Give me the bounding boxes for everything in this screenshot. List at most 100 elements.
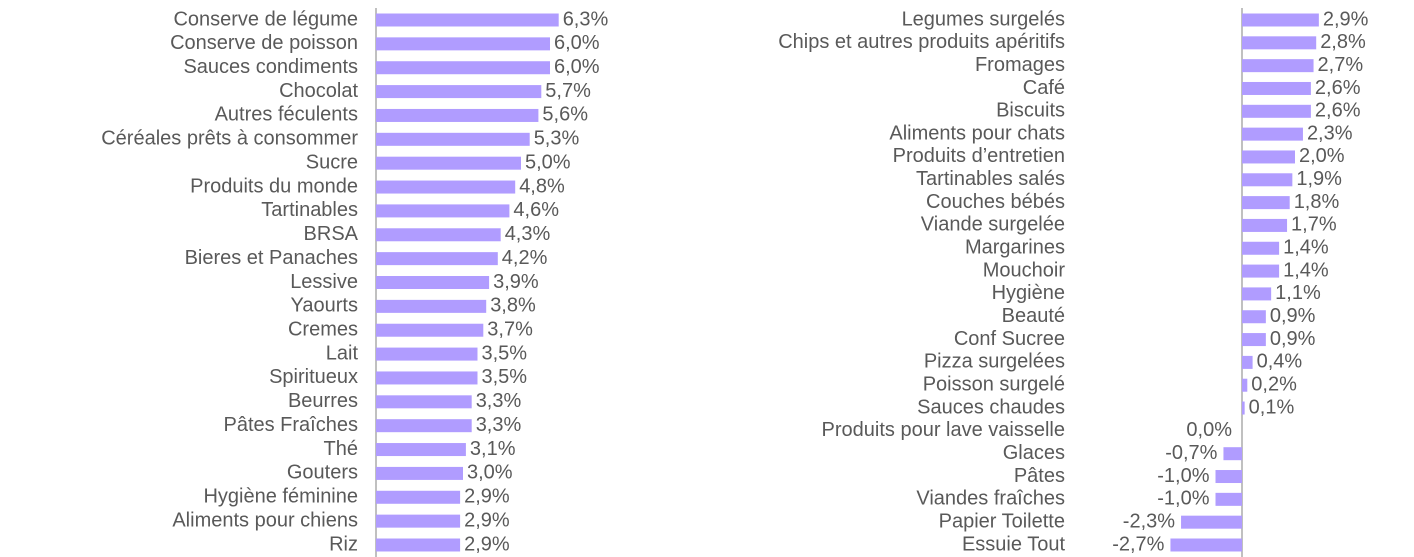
category-label: Cremes [288, 319, 358, 341]
category-label: Chocolat [279, 80, 358, 102]
category-label: Conserve de légume [173, 8, 358, 30]
bar [1242, 264, 1280, 278]
value-label: 5,7% [545, 80, 591, 102]
value-label: 2,6% [1315, 77, 1361, 99]
value-label: 1,9% [1296, 168, 1342, 190]
value-label: 0,0% [1186, 419, 1232, 441]
category-label: Couches bébés [926, 191, 1065, 213]
value-label: 4,2% [502, 247, 548, 269]
category-label: Legumes surgelés [902, 8, 1065, 30]
bar [1242, 127, 1303, 141]
value-label: -1,0% [1157, 488, 1209, 510]
category-label: Thé [324, 438, 358, 460]
category-label: Beurres [288, 390, 358, 412]
category-label: Essuie Tout [962, 533, 1065, 555]
category-label: BRSA [304, 223, 359, 245]
category-label: Pizza surgelées [924, 351, 1065, 373]
value-label: 6,0% [554, 56, 600, 78]
category-label: Mouchoir [983, 259, 1066, 281]
bar [1242, 401, 1245, 415]
category-label: Sucre [306, 151, 358, 173]
category-label: Beauté [1002, 305, 1065, 327]
value-label: 3,8% [490, 295, 536, 317]
category-label: Margarines [965, 237, 1065, 259]
value-label: 4,6% [513, 199, 559, 221]
value-label: 3,5% [482, 366, 528, 388]
category-label: Lait [326, 342, 359, 364]
value-label: 6,3% [563, 8, 609, 30]
value-label: 5,3% [534, 128, 580, 150]
category-label: Pâtes Fraîches [223, 414, 358, 436]
value-label: 3,7% [487, 319, 533, 341]
bar [1242, 13, 1319, 27]
bar [376, 490, 461, 504]
value-label: 1,4% [1283, 237, 1329, 259]
value-label: 0,4% [1257, 351, 1303, 373]
value-label: 2,9% [464, 533, 510, 555]
bar [1215, 492, 1242, 506]
value-label: 0,1% [1249, 396, 1295, 418]
category-label: Tartinables [261, 199, 358, 221]
bar [376, 466, 463, 480]
bar [376, 419, 472, 433]
bar [1242, 355, 1253, 369]
bar [376, 228, 501, 242]
value-label: -0,7% [1165, 442, 1217, 464]
category-label: Produits pour lave vaisselle [822, 419, 1065, 441]
bar [376, 323, 484, 337]
category-label: Riz [329, 533, 358, 555]
value-label: 0,2% [1251, 373, 1297, 395]
value-label: -1,0% [1157, 465, 1209, 487]
value-label: 3,3% [476, 414, 522, 436]
bar [1242, 173, 1293, 187]
bar [376, 371, 478, 385]
bar [1242, 59, 1314, 73]
category-label: Conserve de poisson [170, 32, 358, 54]
value-label: 6,0% [554, 32, 600, 54]
value-label: 1,8% [1294, 191, 1340, 213]
category-label: Spiritueux [269, 366, 358, 388]
category-label: Bieres et Panaches [185, 247, 358, 269]
category-label: Aliments pour chats [889, 122, 1065, 144]
category-label: Hygiène féminine [203, 486, 358, 508]
value-label: 4,3% [505, 223, 551, 245]
value-label: 5,6% [542, 104, 588, 126]
category-label: Sauces chaudes [917, 396, 1065, 418]
category-label: Poisson surgelé [923, 373, 1065, 395]
category-label: Biscuits [996, 100, 1065, 122]
bar [1242, 150, 1295, 164]
category-label: Conf Sucree [954, 328, 1065, 350]
category-label: Tartinables salés [916, 168, 1065, 190]
bar [376, 132, 530, 146]
bar [1242, 218, 1288, 232]
bar [1242, 104, 1311, 118]
category-label: Gouters [287, 462, 358, 484]
category-label: Papier Toilette [939, 510, 1065, 532]
bar [1170, 538, 1242, 552]
bar [376, 156, 521, 170]
value-label: 1,4% [1283, 259, 1329, 281]
value-label: 2,3% [1307, 122, 1353, 144]
value-label: 3,5% [482, 342, 528, 364]
bar [1242, 36, 1317, 50]
bar [376, 180, 516, 194]
category-label: Fromages [975, 54, 1065, 76]
bar [1242, 287, 1272, 301]
category-label: Produits du monde [190, 175, 358, 197]
value-label: 0,9% [1270, 305, 1316, 327]
bar [376, 514, 461, 528]
category-label: Glaces [1003, 442, 1065, 464]
bar [1242, 333, 1266, 347]
category-label: Lessive [290, 271, 358, 293]
bar [376, 276, 490, 289]
category-label: Hygiène [992, 282, 1065, 304]
bar [1215, 470, 1242, 484]
bar [376, 347, 478, 361]
value-label: 2,7% [1318, 54, 1364, 76]
value-label: 2,9% [1323, 8, 1369, 30]
category-label: Viandes fraîches [916, 488, 1065, 510]
value-label: 1,7% [1291, 214, 1337, 236]
value-label: 4,8% [519, 175, 565, 197]
bar [1242, 241, 1280, 255]
